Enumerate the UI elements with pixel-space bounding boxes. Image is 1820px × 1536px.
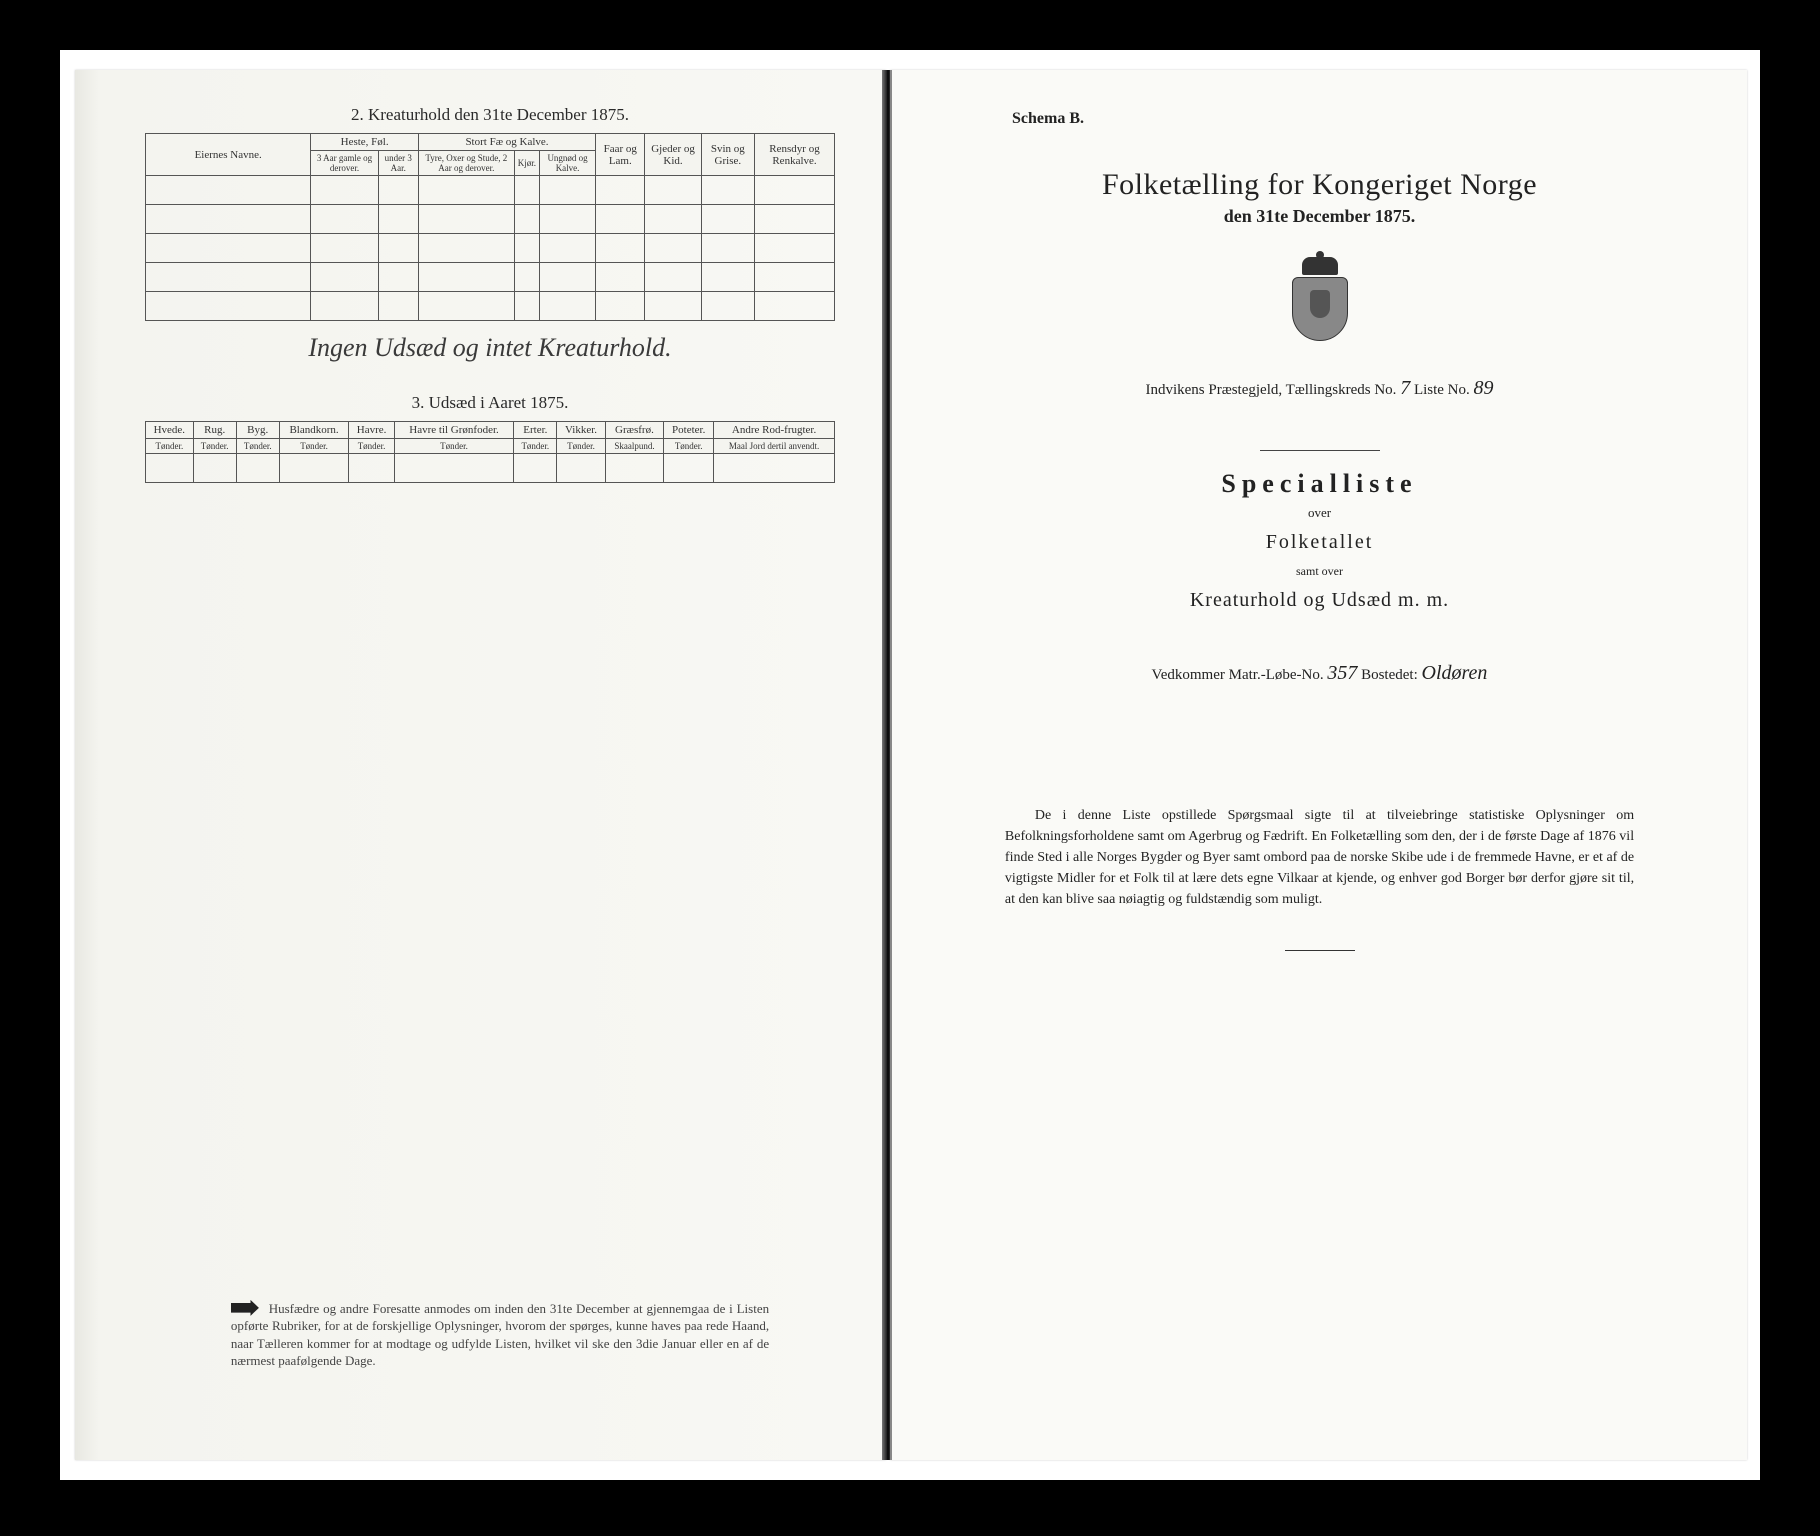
samt-over: samt over [962, 564, 1677, 579]
col-fae-c: Ungnød og Kalve. [540, 151, 596, 176]
table-row [146, 205, 835, 234]
table-row [146, 454, 835, 483]
section3-title: 3. Udsæd i Aaret 1875. [115, 393, 865, 413]
col-rensdyr: Rensdyr og Renkalve. [755, 134, 835, 176]
u7: Tønder. [514, 439, 557, 454]
col-gjeder: Gjeder og Kid. [645, 134, 701, 176]
c7: Erter. [514, 422, 557, 439]
u8: Tønder. [557, 439, 605, 454]
matr-no: 357 [1327, 662, 1357, 684]
explanatory-paragraph: De i denne Liste opstillede Spørgsmaal s… [1005, 805, 1634, 910]
u5: Tønder. [349, 439, 394, 454]
col-faar: Faar og Lam. [596, 134, 645, 176]
main-title: Folketælling for Kongeriget Norge [962, 168, 1677, 202]
liste-no: 89 [1474, 377, 1494, 399]
kreaturhold-table: Eiernes Navne. Heste, Føl. Stort Fæ og K… [145, 133, 835, 321]
footnote-text: Husfædre og andre Foresatte anmodes om i… [231, 1301, 769, 1369]
col-eier: Eiernes Navne. [146, 134, 311, 176]
table-row [146, 263, 835, 292]
col-svin: Svin og Grise. [701, 134, 754, 176]
right-page: Schema B. Folketælling for Kongeriget No… [890, 70, 1747, 1460]
left-page: 2. Kreaturhold den 31te December 1875. E… [75, 70, 886, 1460]
u9: Skaalpund. [605, 439, 664, 454]
u2: Tønder. [193, 439, 236, 454]
liste-label: Liste No. [1414, 382, 1474, 398]
schema-label: Schema B. [1012, 110, 1677, 128]
pointing-hand-icon [231, 1300, 259, 1316]
col-heste-a: 3 Aar gamle og derover. [311, 151, 378, 176]
u3: Tønder. [236, 439, 279, 454]
u11: Maal Jord dertil anvendt. [714, 439, 835, 454]
footnote-block: Husfædre og andre Foresatte anmodes om i… [155, 1300, 845, 1370]
c8: Vikker. [557, 422, 605, 439]
section2-title: 2. Kreaturhold den 31te December 1875. [115, 105, 865, 125]
over-1: over [962, 505, 1677, 521]
col-fae-b: Kjør. [514, 151, 539, 176]
c2: Rug. [193, 422, 236, 439]
c1: Hvede. [146, 422, 194, 439]
c9: Græsfrø. [605, 422, 664, 439]
vedkommer-line: Vedkommer Matr.-Løbe-No. 357 Bostedet: O… [962, 662, 1677, 685]
district-prefix: Indvikens Præstegjeld, Tællingskreds No. [1145, 382, 1400, 398]
coat-of-arms-icon [1285, 257, 1355, 347]
census-date: den 31te December 1875. [962, 206, 1677, 227]
end-divider [1285, 950, 1355, 951]
kreds-no: 7 [1400, 377, 1410, 399]
c10: Poteter. [664, 422, 714, 439]
c3: Byg. [236, 422, 279, 439]
col-fae: Stort Fæ og Kalve. [418, 134, 595, 151]
specialliste-heading: Specialliste [962, 469, 1677, 499]
u6: Tønder. [394, 439, 514, 454]
kreaturhold-line: Kreaturhold og Udsæd m. m. [962, 589, 1677, 612]
table-row [146, 292, 835, 321]
c4: Blandkorn. [279, 422, 349, 439]
c6: Havre til Grønfoder. [394, 422, 514, 439]
u1: Tønder. [146, 439, 194, 454]
table-row [146, 234, 835, 263]
table-row [146, 176, 835, 205]
handwritten-note-2: Ingen Udsæd og intet Kreaturhold. [115, 333, 865, 363]
district-line: Indvikens Præstegjeld, Tællingskreds No.… [962, 377, 1677, 400]
vedkom-b: Bostedet: [1361, 667, 1421, 683]
divider [1260, 450, 1380, 451]
c5: Havre. [349, 422, 394, 439]
folketallet: Folketallet [962, 531, 1677, 554]
bosted: Oldøren [1422, 662, 1488, 684]
col-fae-a: Tyre, Oxer og Stude, 2 Aar og derover. [418, 151, 514, 176]
scan-frame: 2. Kreaturhold den 31te December 1875. E… [60, 50, 1760, 1480]
c11: Andre Rod-frugter. [714, 422, 835, 439]
udsaed-table: Hvede. Rug. Byg. Blandkorn. Havre. Havre… [145, 421, 835, 483]
col-heste-b: under 3 Aar. [378, 151, 418, 176]
vedkom-a: Vedkommer Matr.-Løbe-No. [1152, 667, 1328, 683]
u10: Tønder. [664, 439, 714, 454]
col-heste: Heste, Føl. [311, 134, 419, 151]
u4: Tønder. [279, 439, 349, 454]
